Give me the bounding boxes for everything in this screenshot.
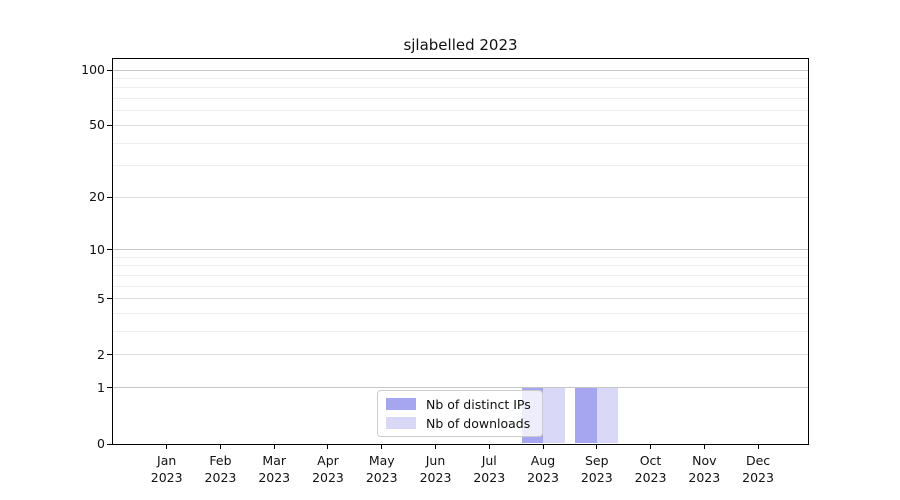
x-tick-label: Mar 2023 xyxy=(242,452,306,486)
x-tick-label-month: Sep xyxy=(584,453,609,468)
x-tick-label-month: Jan xyxy=(157,453,177,468)
bar-downloads xyxy=(543,387,565,443)
y-gridline xyxy=(113,69,808,71)
x-tick-label-year: 2023 xyxy=(580,470,613,485)
bar-distinct-ips xyxy=(575,387,597,443)
x-tick-label-year: 2023 xyxy=(473,470,506,485)
x-axis-tick xyxy=(757,444,759,449)
x-tick-label-year: 2023 xyxy=(312,470,344,485)
bar-downloads xyxy=(596,387,619,443)
x-axis-tick xyxy=(703,444,705,449)
x-tick-label-year: 2023 xyxy=(204,470,237,485)
legend-item-downloads: Nb of downloads xyxy=(386,416,534,431)
y-axis-tick xyxy=(107,196,112,198)
x-tick-label-year: 2023 xyxy=(527,470,559,485)
y-tick-label: 50 xyxy=(89,117,105,133)
plot-border xyxy=(112,58,809,445)
y-gridline-minor xyxy=(113,331,808,333)
y-gridline-minor xyxy=(113,87,808,89)
x-tick-label-year: 2023 xyxy=(150,470,183,485)
x-axis-tick xyxy=(488,444,490,449)
x-tick-label: Aug 2023 xyxy=(511,452,575,486)
x-tick-label: Feb 2023 xyxy=(188,452,252,486)
y-tick-label: 20 xyxy=(89,189,105,205)
y-tick-label: 1 xyxy=(97,379,105,395)
x-tick-label-year: 2023 xyxy=(258,470,291,485)
x-tick-label-month: Jul xyxy=(481,453,497,468)
x-tick-label: Jun 2023 xyxy=(404,452,468,486)
y-gridline-minor xyxy=(113,142,808,144)
x-tick-label-month: Apr xyxy=(317,453,339,468)
legend-swatch-distinct-ips-icon xyxy=(386,398,416,410)
x-tick-label: Dec 2023 xyxy=(726,452,790,486)
y-gridline xyxy=(113,387,808,389)
x-tick-label: Apr 2023 xyxy=(296,452,360,486)
x-tick-label-year: 2023 xyxy=(688,470,721,485)
legend-label-downloads: Nb of downloads xyxy=(426,415,531,431)
x-tick-label: May 2023 xyxy=(350,452,414,486)
x-tick-label: Jul 2023 xyxy=(457,452,521,486)
y-gridline xyxy=(113,298,808,300)
y-axis-tick xyxy=(107,124,112,126)
x-tick-label: Jan 2023 xyxy=(135,452,199,486)
x-tick-label-year: 2023 xyxy=(634,470,667,485)
x-tick-label-month: Mar xyxy=(262,453,287,468)
x-tick-label-month: Oct xyxy=(639,453,662,468)
y-gridline-minor xyxy=(113,285,808,287)
x-tick-label: Oct 2023 xyxy=(619,452,683,486)
y-tick-label: 0 xyxy=(97,436,105,451)
y-gridline-minor xyxy=(113,110,808,112)
x-tick-label: Nov 2023 xyxy=(672,452,736,486)
y-tick-label: 100 xyxy=(81,62,105,77)
legend-label-distinct-ips: Nb of distinct IPs xyxy=(426,396,531,412)
x-tick-label-month: Dec xyxy=(745,453,771,468)
legend-swatch-downloads-icon xyxy=(386,417,416,429)
y-gridline-minor xyxy=(113,165,808,167)
x-axis-tick xyxy=(381,444,383,449)
y-tick-label: 2 xyxy=(97,346,105,362)
y-axis-tick xyxy=(107,249,112,251)
x-tick-label-month: May xyxy=(368,453,395,468)
y-axis-tick xyxy=(107,387,112,389)
y-gridline xyxy=(113,196,808,198)
y-gridline-minor xyxy=(113,256,808,258)
y-gridline-minor xyxy=(113,265,808,267)
y-gridline xyxy=(113,354,808,356)
x-axis-tick xyxy=(219,444,221,449)
x-axis-tick xyxy=(542,444,544,449)
x-tick-label-month: Feb xyxy=(209,453,232,468)
y-tick-label: 5 xyxy=(97,290,105,306)
y-gridline-minor xyxy=(113,313,808,315)
x-tick-label-month: Aug xyxy=(530,453,556,468)
x-axis-tick xyxy=(650,444,652,449)
x-tick-label-month: Nov xyxy=(692,453,717,468)
chart-title: sjlabelled 2023 xyxy=(403,36,518,54)
x-tick-label-year: 2023 xyxy=(365,470,398,485)
y-axis-tick xyxy=(107,443,112,445)
x-tick-label-year: 2023 xyxy=(419,470,452,485)
y-gridline xyxy=(113,249,808,251)
legend-item-distinct-ips: Nb of distinct IPs xyxy=(386,397,534,412)
x-tick-label-year: 2023 xyxy=(742,470,774,485)
y-gridline xyxy=(113,124,808,126)
y-tick-label: 10 xyxy=(89,241,105,257)
x-axis-tick xyxy=(435,444,436,449)
y-axis-tick xyxy=(107,69,112,71)
x-tick-label: Sep 2023 xyxy=(565,452,629,486)
x-axis-tick xyxy=(166,444,168,449)
y-axis-tick xyxy=(107,298,112,300)
x-axis-tick xyxy=(273,444,275,449)
y-gridline-minor xyxy=(113,77,808,79)
y-gridline-minor xyxy=(113,98,808,100)
x-axis-tick xyxy=(327,444,329,449)
y-axis-tick xyxy=(107,354,112,356)
legend: Nb of distinct IPs Nb of downloads xyxy=(377,390,543,437)
x-tick-label-month: Jun xyxy=(425,453,446,468)
y-gridline-minor xyxy=(113,274,808,276)
x-axis-tick xyxy=(596,444,598,449)
